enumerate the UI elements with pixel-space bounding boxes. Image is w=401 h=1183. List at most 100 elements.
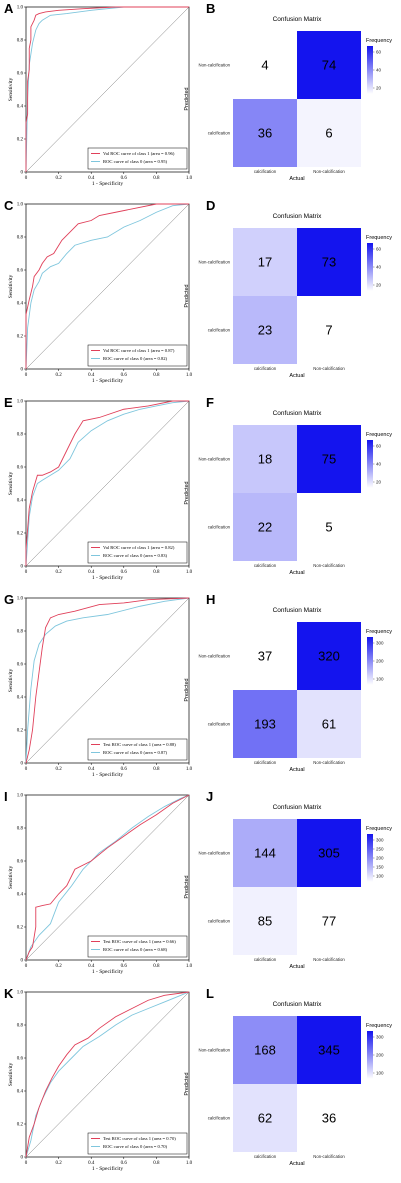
roc-curve-class1 [25, 6, 189, 172]
x-axis-label: 1 - Specificity [92, 180, 123, 187]
y-axis-label: Sensitivity [8, 1062, 14, 1086]
cm-cell-value: 36 [258, 126, 272, 141]
y-tick-label: 0.8 [17, 827, 24, 832]
x-tick-label: 0 [25, 373, 28, 378]
cm-title: Confusion Matrix [273, 410, 323, 417]
x-tick-label: 1.0 [186, 570, 193, 575]
x-tick-label: 1.0 [186, 767, 193, 772]
legend-entry: Test ROC curve of class 1 (area = 0.66) [103, 939, 176, 944]
panel-label-e: E [4, 395, 13, 410]
cm-cell-value: 6 [325, 126, 332, 141]
legend-entry: ROC curve of class 0 (area = 0.68) [103, 947, 168, 952]
cm-title: Confusion Matrix [273, 607, 323, 614]
cm-y-tick: Non-calcification [198, 260, 230, 265]
colorbar-tick-label: 40 [376, 68, 382, 73]
panel-e: E 00 0.2 0.2 0.4 0.4 0.6 0.6 0.8 0.8 1.0 1.0 1 - Spe… [4, 395, 193, 581]
y-tick-label: 0.2 [17, 1123, 24, 1128]
cm-x-axis-label: Actual [289, 373, 304, 379]
cm-cell-value: 193 [254, 717, 276, 732]
x-tick-label: 0.4 [88, 1161, 95, 1166]
colorbar [367, 1031, 373, 1079]
cm-x-tick: calcification [254, 563, 277, 568]
x-tick-label: 1.0 [186, 964, 193, 969]
cm-cell-value: 18 [258, 452, 272, 467]
cm-y-tick: calcification [208, 525, 231, 530]
panel-h: H Confusion Matrix 37 320 193 61 Non-calcifica… [184, 592, 392, 773]
x-tick-label: 0.6 [121, 570, 128, 575]
cm-title: Confusion Matrix [273, 804, 323, 811]
cm-title: Confusion Matrix [273, 16, 323, 23]
roc-diagonal [25, 400, 190, 567]
x-tick-label: 0.8 [153, 964, 160, 969]
x-tick-label: 0.8 [153, 373, 160, 378]
x-tick-label: 0.2 [55, 176, 62, 181]
roc-legend-box [87, 344, 188, 367]
y-tick-label: 0.4 [17, 1090, 24, 1095]
cm-cell-value: 62 [258, 1111, 272, 1126]
x-axis-label: 1 - Specificity [92, 771, 123, 778]
y-tick-label: 0.4 [17, 105, 24, 110]
cm-x-axis-label: Actual [289, 767, 304, 773]
y-tick-label: 0 [21, 959, 24, 964]
colorbar [367, 834, 373, 882]
colorbar-tick-label: 20 [376, 86, 382, 91]
panel-l: L Confusion Matrix 168 345 62 36 Non-calcifica… [184, 986, 392, 1167]
y-tick-label: 1.0 [17, 794, 24, 799]
cm-cell [297, 425, 361, 493]
colorbar-title: Frequency [366, 235, 392, 241]
y-tick-label: 0.2 [17, 335, 24, 340]
cm-cell [233, 690, 297, 758]
y-tick-label: 0 [21, 565, 24, 570]
cm-y-axis-label: Predicted [184, 875, 190, 898]
panel-g: G 00 0.2 0.2 0.4 0.4 0.6 0.6 0.8 0.8 1.0 1.0 1 - Spe… [4, 592, 193, 778]
cm-x-tick: Non-calcification [313, 563, 345, 568]
cm-cell [297, 1016, 361, 1084]
y-tick-label: 0.4 [17, 499, 24, 504]
y-tick-label: 0.2 [17, 729, 24, 734]
y-axis-label: Sensitivity [8, 274, 14, 298]
cm-x-tick: Non-calcification [313, 1154, 345, 1159]
x-tick-label: 0.6 [121, 767, 128, 772]
panel-label-k: K [4, 986, 14, 1001]
colorbar-title: Frequency [366, 826, 392, 832]
x-tick-label: 0.8 [153, 570, 160, 575]
panel-label-d: D [206, 198, 215, 213]
cm-x-tick: calcification [254, 1154, 277, 1159]
cm-cell [297, 622, 361, 690]
colorbar-title: Frequency [366, 1023, 392, 1029]
cm-cell [233, 1084, 297, 1152]
cm-cell-value: 37 [258, 649, 272, 664]
y-tick-label: 0 [21, 1156, 24, 1161]
cm-x-tick: calcification [254, 760, 277, 765]
colorbar-tick-label: 300 [376, 1035, 384, 1040]
x-tick-label: 0 [25, 964, 28, 969]
x-tick-label: 1.0 [186, 1161, 193, 1166]
colorbar-tick-label: 300 [376, 838, 384, 843]
legend-entry: ROC curve of class 0 (area = 0.70) [103, 1144, 168, 1149]
cm-cell-value: 7 [325, 323, 332, 338]
cm-x-tick: calcification [254, 957, 277, 962]
colorbar-tick-label: 250 [376, 847, 384, 852]
roc-curve-class0 [25, 597, 190, 764]
colorbar [367, 243, 373, 291]
y-tick-label: 0.6 [17, 269, 24, 274]
x-tick-label: 0.6 [121, 964, 128, 969]
colorbar-tick-label: 200 [376, 1053, 384, 1058]
cm-cell-value: 74 [322, 58, 336, 73]
y-tick-label: 0 [21, 368, 24, 373]
cm-cell [233, 819, 297, 887]
y-axis-label: Sensitivity [8, 668, 14, 692]
y-tick-label: 0 [21, 762, 24, 767]
panel-k: K 00 0.2 0.2 0.4 0.4 0.6 0.6 0.8 0.8 1.0 1.0 1 - Spe… [4, 986, 193, 1172]
roc-diagonal [25, 597, 190, 764]
legend-entry: Val ROC curve of class 1 (area = 0.96) [103, 151, 175, 156]
panel-label-g: G [4, 592, 14, 607]
colorbar-title: Frequency [366, 432, 392, 438]
cm-y-tick: calcification [208, 722, 231, 727]
cm-cell-value: 144 [254, 846, 276, 861]
roc-curve-class0 [25, 400, 190, 567]
panel-label-l: L [206, 986, 214, 1001]
x-tick-label: 0.4 [88, 964, 95, 969]
x-tick-label: 0.6 [121, 373, 128, 378]
